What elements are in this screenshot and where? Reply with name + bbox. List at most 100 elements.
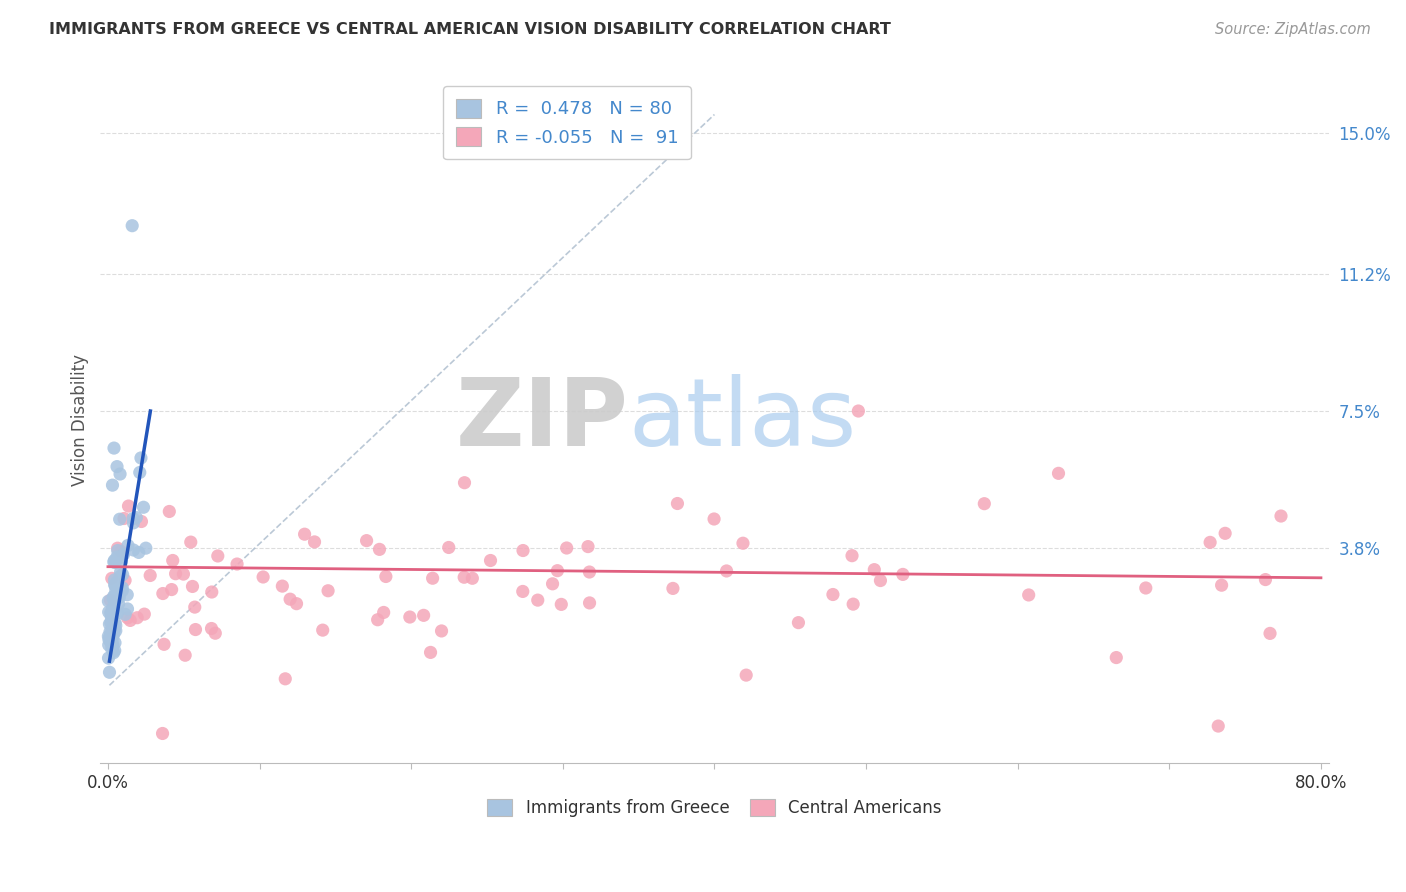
- Text: ZIP: ZIP: [456, 375, 628, 467]
- Point: [112, 511, 135, 525]
- Point: [1258, 626, 1281, 640]
- Point: [662, 582, 685, 596]
- Point: [174, 648, 197, 663]
- Point: [100, 615, 122, 630]
- Point: [125, 510, 148, 524]
- Point: [103, 646, 125, 660]
- Point: [274, 672, 297, 686]
- Point: [398, 610, 420, 624]
- Point: [787, 615, 810, 630]
- Point: [200, 622, 222, 636]
- Point: [821, 587, 844, 601]
- Point: [368, 542, 391, 557]
- Point: [103, 623, 125, 637]
- Point: [128, 466, 150, 480]
- Point: [110, 550, 132, 565]
- Point: [107, 543, 129, 558]
- Point: [120, 614, 142, 628]
- Point: [107, 541, 129, 556]
- Point: [184, 623, 207, 637]
- Point: [104, 591, 127, 606]
- Point: [512, 543, 534, 558]
- Point: [973, 497, 995, 511]
- Point: [152, 586, 174, 600]
- Point: [165, 566, 187, 581]
- Point: [152, 726, 174, 740]
- Point: [100, 629, 122, 643]
- Point: [526, 593, 548, 607]
- Point: [479, 553, 502, 567]
- Point: [104, 636, 127, 650]
- Point: [97, 638, 120, 652]
- Point: [373, 606, 395, 620]
- Point: [312, 623, 335, 637]
- Point: [117, 538, 139, 552]
- Point: [1270, 509, 1292, 524]
- Point: [128, 545, 150, 559]
- Point: [105, 575, 128, 590]
- Point: [285, 597, 308, 611]
- Point: [201, 585, 224, 599]
- Point: [863, 563, 886, 577]
- Point: [104, 624, 127, 638]
- Point: [111, 583, 134, 598]
- Point: [271, 579, 294, 593]
- Point: [97, 629, 120, 643]
- Point: [1199, 535, 1222, 549]
- Point: [731, 536, 754, 550]
- Point: [304, 535, 326, 549]
- Point: [294, 527, 316, 541]
- Point: [127, 611, 149, 625]
- Point: [204, 626, 226, 640]
- Point: [842, 597, 865, 611]
- Point: [104, 615, 127, 630]
- Point: [181, 579, 204, 593]
- Point: [550, 598, 572, 612]
- Point: [100, 642, 122, 657]
- Point: [157, 504, 180, 518]
- Text: atlas: atlas: [628, 375, 856, 467]
- Point: [103, 590, 125, 604]
- Point: [461, 571, 484, 585]
- Point: [111, 567, 134, 582]
- Point: [132, 500, 155, 515]
- Point: [101, 478, 124, 492]
- Point: [122, 543, 145, 558]
- Point: [101, 624, 124, 638]
- Point: [101, 628, 124, 642]
- Point: [453, 570, 475, 584]
- Point: [108, 591, 131, 605]
- Point: [105, 549, 128, 564]
- Point: [103, 441, 125, 455]
- Point: [153, 637, 176, 651]
- Point: [100, 606, 122, 620]
- Point: [110, 555, 132, 569]
- Point: [98, 624, 121, 639]
- Point: [160, 582, 183, 597]
- Point: [101, 627, 124, 641]
- Point: [1018, 588, 1040, 602]
- Point: [162, 553, 184, 567]
- Point: [101, 633, 124, 648]
- Point: [103, 590, 125, 604]
- Point: [98, 617, 121, 632]
- Point: [129, 450, 152, 465]
- Point: [1135, 581, 1157, 595]
- Y-axis label: Vision Disability: Vision Disability: [72, 354, 89, 486]
- Point: [100, 606, 122, 620]
- Point: [134, 607, 156, 621]
- Point: [422, 571, 444, 585]
- Point: [207, 549, 229, 563]
- Point: [869, 574, 891, 588]
- Point: [104, 618, 127, 632]
- Point: [1211, 578, 1233, 592]
- Point: [122, 511, 145, 525]
- Point: [104, 578, 127, 592]
- Point: [100, 609, 122, 624]
- Point: [1206, 719, 1229, 733]
- Point: [356, 533, 378, 548]
- Point: [437, 541, 460, 555]
- Point: [114, 607, 136, 622]
- Point: [367, 613, 389, 627]
- Point: [278, 592, 301, 607]
